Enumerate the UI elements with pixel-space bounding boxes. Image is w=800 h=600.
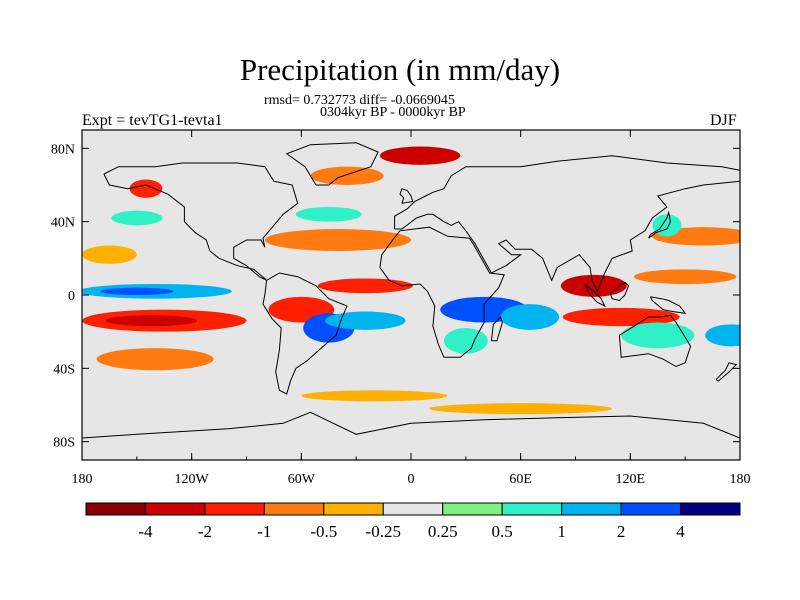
y-tick-label: 40S — [53, 362, 75, 377]
region-gulf-alaska-wet — [111, 210, 163, 226]
region-africa-south-wet — [443, 328, 488, 354]
region-australia-wet — [621, 322, 695, 349]
x-axis: 180 120W 60W 0 60E 120E 180 — [72, 130, 751, 487]
colorbar-label: 0.25 — [428, 522, 458, 541]
x-tick-label: 0 — [408, 472, 415, 487]
colorbar-label: 4 — [676, 522, 685, 541]
coastline-africa — [379, 226, 505, 358]
y-tick-label: 40N — [51, 216, 75, 231]
coastline-japan — [648, 210, 672, 239]
x-tick-label: 120E — [616, 472, 646, 487]
colorbar-box — [144, 502, 206, 516]
coastline-madagascar — [490, 316, 503, 342]
region-w-pacific-dry — [633, 269, 737, 284]
region-trop-pacific-eq-wet-core — [100, 287, 174, 296]
colorbar-label: -1 — [257, 522, 271, 541]
x-tick-label: 180 — [730, 472, 751, 487]
region-trop-pacific-south-dry-core — [105, 315, 198, 327]
coastline-new-zealand — [715, 362, 738, 382]
chart-title: Precipitation (in mm/day) — [239, 52, 561, 87]
region-maritime-dry — [562, 307, 680, 327]
region-japan-wet — [652, 214, 682, 237]
y-axis: 80N 40N 0 40S 80S — [51, 142, 740, 451]
coastline-borneo — [609, 281, 630, 302]
region-antarctic-coast-dry — [429, 403, 613, 415]
precip-fields — [82, 146, 740, 415]
colorbar-box — [263, 502, 325, 516]
region-indo-dry — [560, 274, 627, 297]
region-s-ocean-dry — [301, 390, 448, 402]
colorbar-label: 2 — [617, 522, 626, 541]
colorbar-box — [561, 502, 622, 516]
season-label: DJF — [710, 112, 737, 129]
x-tick-label: 180 — [72, 472, 93, 487]
x-tick-label: 120W — [175, 472, 210, 487]
colorbar-label: 0.5 — [492, 522, 513, 541]
coastline-south-america — [262, 272, 348, 395]
y-tick-label: 80N — [51, 142, 75, 157]
colorbar-label: -2 — [198, 522, 212, 541]
region-n-atlantic-wet — [295, 207, 362, 222]
coastlines — [82, 142, 740, 439]
colorbar-box — [442, 502, 503, 516]
coastline-greenland — [285, 142, 379, 186]
x-tick-label: 60W — [288, 472, 316, 487]
colorbar-label: -0.25 — [366, 522, 401, 541]
colorbar-box — [680, 502, 741, 516]
coastline-north-america — [103, 162, 299, 281]
colorbar-box — [382, 502, 444, 516]
colorbar-label: 1 — [557, 522, 566, 541]
region-indian-ocean-wet — [500, 304, 560, 330]
colorbar-box — [620, 502, 682, 516]
region-alaska-dry — [129, 179, 163, 198]
x-tick-label: 60E — [509, 472, 532, 487]
region-greenland-dry — [310, 166, 384, 185]
region-spcz-dry — [96, 348, 214, 371]
colorbar-label: -4 — [138, 522, 153, 541]
region-n-atlantic-dry — [264, 229, 411, 251]
y-tick-label: 0 — [68, 289, 75, 304]
colorbar: -4 -2 -1 -0.5 -0.25 0.25 0.5 1 2 4 — [85, 502, 741, 541]
stats-line: rmsd= 0.732773 diff= -0.0669045 — [264, 93, 455, 108]
region-itcz-atlantic-dry — [317, 278, 413, 294]
region-s-pacific-west-wet — [705, 324, 740, 347]
period-line: 0304kyr BP - 0000kyr BP — [320, 105, 466, 120]
coastline-eurasia — [394, 155, 740, 293]
colorbar-box — [85, 502, 146, 516]
y-tick-label: 80S — [53, 436, 75, 451]
colorbar-label: -0.5 — [310, 522, 337, 541]
region-nordic-dry — [379, 146, 461, 165]
coastline-australia — [618, 314, 692, 368]
coastline-sumatra — [584, 283, 606, 308]
region-n-pacific-dry — [82, 245, 137, 264]
coastline-antarctica — [82, 411, 740, 439]
coastline-uk — [399, 188, 414, 204]
coastline-new-guinea — [649, 296, 687, 314]
colorbar-box — [323, 502, 384, 516]
colorbar-box — [501, 502, 563, 516]
region-s-atlantic-wet — [325, 311, 406, 330]
experiment-label: Expt = tevTG1-tevta1 — [82, 112, 223, 129]
colorbar-box — [204, 502, 265, 516]
